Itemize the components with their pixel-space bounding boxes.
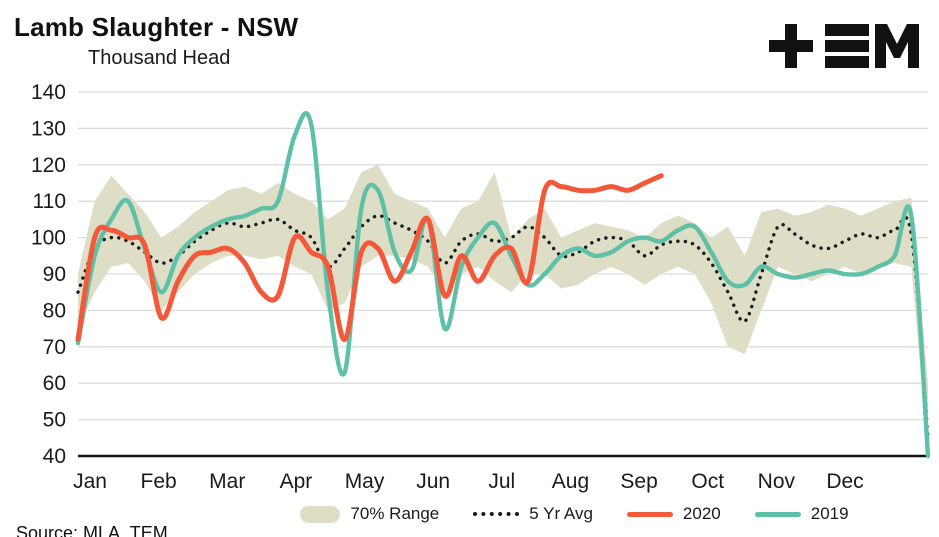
range-band-swatch [300, 505, 341, 523]
x-tick-label: Feb [141, 470, 177, 493]
logo-plus-v [785, 24, 797, 68]
page-title: Lamb Slaughter - NSW [14, 12, 299, 42]
chart-header: Lamb Slaughter - NSW Thousand Head [0, 12, 939, 74]
y-tick-label: 90 [43, 263, 66, 286]
legend-item-range: 70% Range [300, 504, 439, 524]
logo-bar-2 [825, 40, 869, 52]
range-band [78, 164, 928, 457]
y-tick-label: 140 [31, 81, 66, 104]
source-note: Source: MLA, TEM [16, 523, 168, 537]
line-2020-swatch [626, 511, 673, 517]
legend-item-avg: 5 Yr Avg [473, 504, 593, 524]
chart-footer: 70% Range 5 Yr Avg 2020 2019 Source: MLA… [0, 504, 939, 537]
y-tick-label: 120 [31, 154, 66, 177]
logo-m [875, 24, 919, 68]
x-tick-label: Sep [620, 470, 657, 493]
tem-logo-icon [769, 24, 919, 68]
y-tick-label: 40 [43, 445, 66, 468]
y-tick-label: 50 [43, 409, 66, 432]
y-tick-label: 130 [31, 117, 66, 140]
legend-label-avg: 5 Yr Avg [529, 504, 593, 523]
x-tick-label: Nov [758, 470, 796, 493]
x-tick-label: Mar [209, 470, 245, 493]
legend-label-2020: 2020 [682, 504, 721, 523]
line-2019-swatch [754, 511, 801, 517]
logo-bar-1 [825, 24, 869, 36]
x-tick-label: May [345, 470, 385, 493]
legend-item-2020: 2020 [626, 504, 721, 524]
legend-label-range: 70% Range [350, 504, 440, 523]
series-line-2020 [75, 173, 664, 343]
x-tick-label: Jul [488, 470, 515, 493]
avg-dotted-swatch [473, 512, 520, 516]
y-tick-label: 70 [43, 336, 66, 359]
x-tick-label: Apr [280, 470, 313, 493]
x-tick-label: Jan [73, 470, 107, 493]
chart-canvas: 40 50 60 70 80 90 100 110 120 130 140 Jan Feb Mar Apr M… [31, 81, 931, 493]
x-tick-label: Dec [826, 470, 863, 493]
y-tick-label: 60 [43, 372, 66, 395]
x-tick-label: Jun [416, 470, 450, 493]
y-tick-label: 110 [33, 190, 66, 213]
chart-legend: 70% Range 5 Yr Avg 2020 2019 [300, 504, 849, 524]
y-tick-label: 80 [43, 299, 66, 322]
y-tick-label: 100 [31, 227, 66, 250]
logo-bar-3 [825, 56, 869, 68]
y-axis-unit-label: Thousand Head [88, 47, 231, 69]
legend-label-2019: 2019 [810, 504, 849, 523]
legend-item-2019: 2019 [754, 504, 849, 524]
x-tick-label: Oct [691, 470, 724, 493]
series-line-2019 [75, 110, 931, 459]
x-tick-label: Aug [552, 470, 589, 493]
series-line-5-yr-avg [76, 214, 930, 440]
